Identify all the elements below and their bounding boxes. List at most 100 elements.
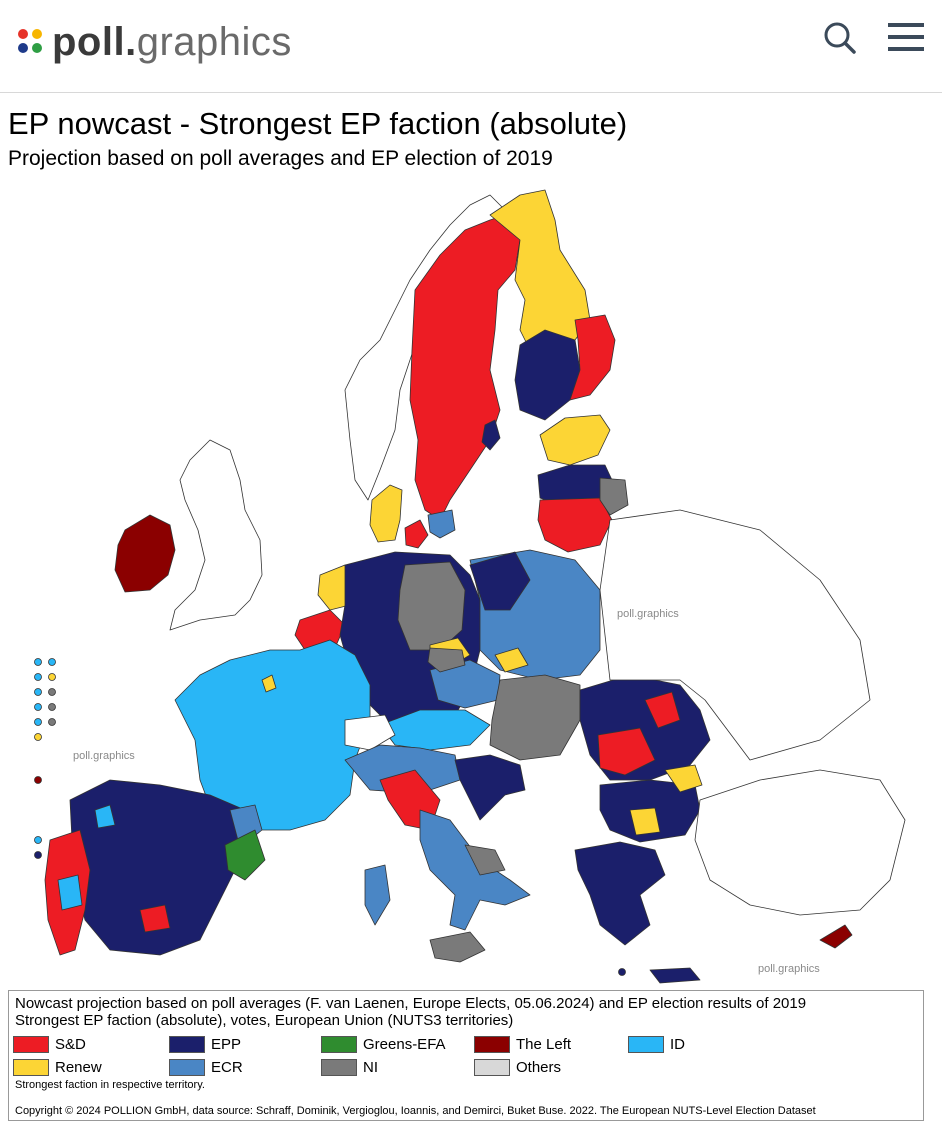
territory-marker [34,836,42,844]
territory-marker [34,718,42,726]
page-title: EP nowcast - Strongest EP faction (absol… [8,106,628,141]
territory-marker [48,658,56,666]
denmark-islands-region [404,519,429,549]
logo-dot [32,43,42,53]
austria-region [379,709,491,751]
crete-region [649,967,701,984]
finland-center-region [514,329,581,421]
territory-marker [34,673,42,681]
east-outline [599,509,871,761]
logo-text-bold: poll. [52,20,137,64]
logo-dot [18,43,28,53]
territory-marker [48,703,56,711]
territory-marker [48,673,56,681]
territory-marker [34,776,42,784]
logo-dots-icon [18,29,44,55]
legend-swatch [169,1058,205,1076]
territory-marker [34,688,42,696]
europe-map: poll.graphics poll.graphics poll.graphic… [0,180,942,985]
legend-subtitle: Strongest EP faction (absolute), votes, … [15,1012,514,1029]
slovakia-hungary-ni [489,674,581,761]
spain-id-patch [94,804,116,829]
legend-title: Nowcast projection based on poll average… [15,995,807,1012]
legend-item-left: The Left [474,1034,571,1054]
baltics-ni-patch [599,477,629,516]
search-button[interactable] [820,18,860,58]
finland-south-region [539,414,611,466]
legend-item-id: ID [628,1034,685,1054]
germany-east-ni [397,561,466,651]
spain-greens-patch [224,829,266,881]
turkey-outline [694,769,906,916]
legend-label: The Left [516,1035,572,1053]
legend-item-renew: Renew [13,1057,102,1077]
switzerland-region [344,714,396,751]
ireland-region [114,514,176,593]
poland-epp-patch [469,551,531,611]
logo-dot [18,29,28,39]
czechia-ni-patch [427,647,466,673]
romania-sd-east [644,691,681,729]
territory-marker [48,718,56,726]
greece-region [574,841,666,946]
bulgaria-renew-south [629,807,661,836]
sardinia-region [364,864,391,926]
legend-label: ID [670,1035,685,1053]
europe-map-svg [34,189,906,984]
italy-south-region [419,809,531,931]
search-icon [824,22,856,54]
site-header: poll.graphics [0,0,942,93]
menu-button[interactable] [884,20,928,56]
legend-note: Strongest faction in respective territor… [15,1079,205,1091]
map-watermark: poll.graphics [758,963,820,975]
legend-swatch [628,1035,664,1053]
legend-swatch [13,1035,49,1053]
uk-outline [169,439,263,631]
legend-swatch [321,1058,357,1076]
logo-text: poll.graphics [52,22,292,62]
romania-sd-patch [597,727,656,776]
legend-label: EPP [211,1035,242,1053]
territory-marker [34,658,42,666]
legend-label: NI [363,1058,378,1076]
sicily-region [429,931,486,963]
legend-label: ECR [211,1058,243,1076]
baltics-south-region [537,497,613,553]
croatia-region [454,754,526,821]
legend-label: S&D [55,1035,86,1053]
territory-marker [34,703,42,711]
legend-label: Others [516,1058,562,1076]
logo-text-light: graphics [136,20,292,64]
territory-marker [34,851,42,859]
sweden-south-ecr [427,509,456,539]
site-logo[interactable]: poll.graphics [18,22,292,62]
france-renew-patch [261,674,277,693]
territory-marker [48,688,56,696]
france-region [174,639,371,831]
spain-ecr-patch [229,804,263,849]
legend-item-ecr: ECR [169,1057,243,1077]
legend-item-sd: S&D [13,1034,86,1054]
page-subtitle: Projection based on poll averages and EP… [8,147,553,170]
map-legend: Nowcast projection based on poll average… [8,990,924,1121]
denmark-region [369,484,403,543]
cyprus-region [819,924,853,949]
territory-marker [34,733,42,741]
legend-swatch [474,1035,510,1053]
finland-east-region [569,314,616,401]
map-watermark: poll.graphics [617,608,679,620]
legend-label: Greens-EFA [363,1035,446,1053]
italy-ni-patch [464,844,506,876]
portugal-id-patch [57,874,83,911]
sweden-epp-patch [481,419,501,451]
spain-sd-patch [139,904,171,933]
legend-swatch [13,1058,49,1076]
territory-marker [618,968,626,976]
logo-dot [32,29,42,39]
legend-item-ni: NI [321,1057,378,1077]
bulgaria-renew-patch [664,764,703,793]
legend-label: Renew [55,1058,102,1076]
map-watermark: poll.graphics [73,750,135,762]
legend-swatch [321,1035,357,1053]
legend-item-epp: EPP [169,1034,241,1054]
